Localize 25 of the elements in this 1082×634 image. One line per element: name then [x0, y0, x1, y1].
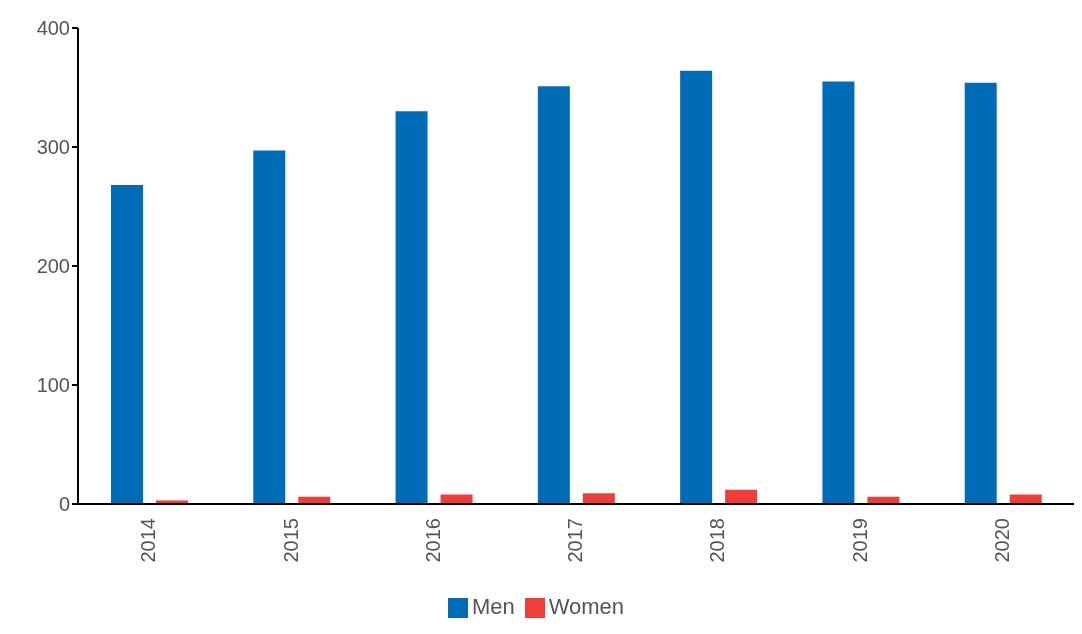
y-tick-label: 0: [58, 493, 70, 516]
bar: [395, 111, 428, 504]
legend-label: Men: [471, 594, 515, 619]
y-tick-label: 100: [36, 374, 70, 397]
x-tick-label: 2020: [991, 518, 1014, 563]
x-tick-label: 2015: [279, 518, 302, 563]
x-tick-label: 2018: [706, 518, 729, 563]
bar: [1009, 494, 1042, 504]
y-tick-label: 300: [36, 136, 70, 159]
bar: [440, 494, 473, 504]
bar: [111, 185, 143, 504]
bar: [680, 70, 713, 504]
x-tick-label: 2014: [137, 518, 160, 563]
bar: [582, 493, 615, 504]
x-tick-label: 2019: [848, 518, 871, 563]
bar: [964, 82, 997, 504]
x-tick-label: 2017: [564, 518, 587, 563]
y-tick-label: 200: [36, 255, 70, 278]
legend-label: Women: [548, 594, 625, 619]
bar: [725, 489, 758, 504]
bar: [822, 81, 855, 504]
bar: [537, 86, 570, 504]
y-tick-label: 400: [36, 17, 70, 40]
x-tick-label: 2016: [421, 518, 444, 563]
bar: [253, 150, 286, 504]
